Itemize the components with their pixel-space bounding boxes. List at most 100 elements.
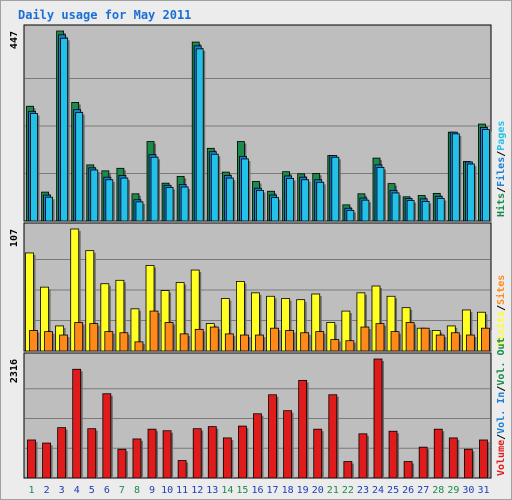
volume-bar-25 — [388, 430, 398, 479]
hits-legend-item-3: / — [496, 151, 507, 157]
volume-bar-21 — [328, 394, 338, 479]
pages-bar-20 — [316, 181, 325, 222]
pages-bar-27 — [421, 201, 430, 222]
day-label-28: 28 — [432, 485, 444, 496]
sites-bar-23 — [360, 326, 370, 352]
pages-bar-8 — [135, 201, 144, 222]
pages-bar-22 — [346, 209, 355, 222]
pages-bar-30 — [466, 163, 475, 222]
day-label-10: 10 — [161, 485, 173, 496]
sites-bar-1 — [29, 330, 38, 352]
volume-legend-item-1: / — [496, 434, 507, 440]
pages-bar-4 — [75, 112, 84, 222]
sites-bar-19 — [300, 332, 310, 352]
pages-bar-9 — [150, 156, 159, 222]
day-label-9: 9 — [149, 485, 155, 496]
sites-bar-27 — [420, 327, 430, 352]
sites-bar-10 — [164, 322, 174, 352]
sites-bar-4 — [74, 322, 84, 352]
volume-bar-1 — [27, 439, 36, 479]
volume-bar-15 — [238, 425, 247, 479]
volume-legend: Volume/Vol. In/Vol. Out — [496, 337, 507, 476]
pages-bar-31 — [482, 129, 490, 222]
day-label-26: 26 — [402, 485, 414, 496]
volume-bar-2 — [42, 442, 51, 479]
sites-bar-30 — [465, 334, 475, 352]
day-label-3: 3 — [59, 485, 65, 496]
pages-bar-25 — [391, 192, 400, 222]
sites-bar-28 — [435, 334, 445, 352]
day-label-22: 22 — [342, 485, 354, 496]
sites-bar-17 — [270, 327, 279, 352]
day-label-5: 5 — [89, 485, 95, 496]
volume-bar-29 — [448, 437, 458, 479]
day-label-14: 14 — [221, 485, 233, 496]
day-label-24: 24 — [372, 485, 384, 496]
day-label-19: 19 — [297, 485, 309, 496]
day-label-12: 12 — [191, 485, 203, 496]
hits-ymax-label: 447 — [9, 31, 20, 49]
sites-bar-31 — [481, 327, 490, 352]
volume-bar-19 — [298, 379, 308, 479]
day-label-4: 4 — [74, 485, 80, 496]
sites-bar-18 — [285, 330, 294, 352]
sites-bar-15 — [240, 334, 249, 352]
volume-bar-17 — [268, 394, 277, 479]
visits-ymax-label: 107 — [9, 229, 20, 247]
volume-legend-item-4: Vol. Out — [496, 337, 507, 385]
pages-bar-3 — [60, 37, 69, 222]
volume-bar-24 — [373, 358, 383, 479]
pages-bar-23 — [361, 199, 370, 222]
visits-legend-item-1: / — [496, 305, 507, 311]
visits-legend: Visits/Sites — [495, 275, 507, 347]
day-label-6: 6 — [104, 485, 110, 496]
volume-bar-7 — [117, 448, 127, 479]
pages-bar-17 — [271, 197, 279, 222]
pages-bar-21 — [331, 156, 340, 222]
hits-legend-item-2: Files — [495, 157, 507, 187]
volume-bar-13 — [207, 426, 217, 479]
pages-bar-6 — [105, 179, 114, 222]
day-label-27: 27 — [417, 485, 429, 496]
volume-bar-5 — [87, 428, 97, 479]
volume-legend-item-0: Volume — [496, 440, 507, 476]
day-label-18: 18 — [282, 485, 294, 496]
sites-bar-12 — [194, 328, 204, 352]
sites-bar-8 — [134, 341, 144, 352]
volume-bar-28 — [433, 428, 443, 479]
volume-bar-20 — [313, 428, 323, 479]
sites-bar-24 — [375, 323, 385, 352]
sites-bar-2 — [44, 331, 53, 352]
hits-legend: Hits/Files/Pages — [495, 121, 507, 217]
pages-bar-13 — [210, 153, 219, 222]
pages-bar-19 — [301, 179, 310, 222]
volume-bar-23 — [358, 433, 368, 479]
volume-bar-6 — [102, 393, 112, 479]
volume-bar-3 — [57, 427, 67, 479]
sites-bar-3 — [59, 334, 69, 352]
day-label-29: 29 — [447, 485, 459, 496]
day-label-7: 7 — [119, 485, 125, 496]
volume-legend-item-3: / — [496, 386, 507, 392]
pages-bar-11 — [180, 186, 189, 222]
volume-bar-31 — [479, 439, 488, 479]
sites-bar-25 — [390, 331, 400, 352]
day-label-17: 17 — [267, 485, 279, 496]
day-label-25: 25 — [387, 485, 399, 496]
volume-bar-12 — [192, 428, 202, 479]
volume-legend-item-2: Vol. In — [496, 392, 507, 434]
sites-bar-20 — [315, 331, 325, 352]
day-label-2: 2 — [44, 485, 50, 496]
day-label-15: 15 — [236, 485, 248, 496]
day-label-16: 16 — [251, 485, 263, 496]
volume-bar-26 — [403, 461, 413, 479]
day-label-23: 23 — [357, 485, 369, 496]
pages-bar-7 — [120, 177, 129, 222]
volume-bar-16 — [253, 413, 262, 479]
volume-bar-8 — [132, 438, 142, 479]
pages-bar-14 — [225, 177, 234, 222]
volume-bar-27 — [418, 446, 428, 479]
day-label-1: 1 — [29, 485, 35, 496]
sites-bar-21 — [330, 339, 340, 352]
